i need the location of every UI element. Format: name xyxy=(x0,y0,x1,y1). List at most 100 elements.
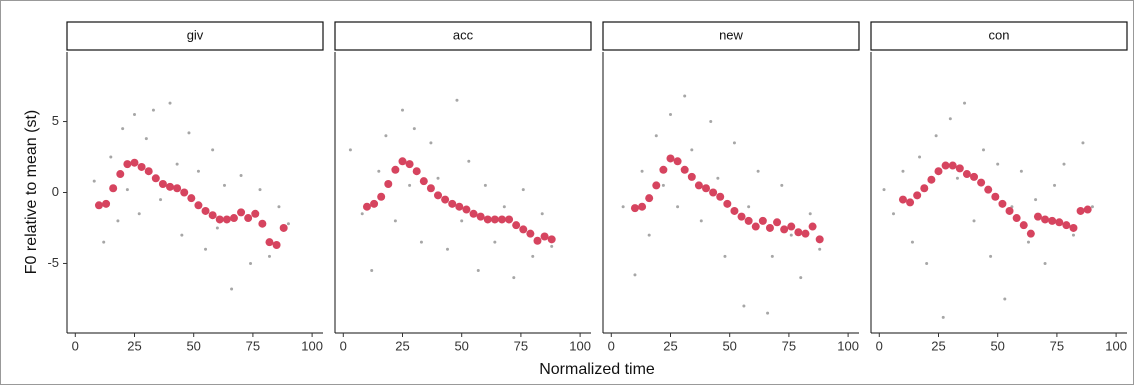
point xyxy=(799,276,803,280)
mean-point xyxy=(773,218,782,227)
x-tick-label: 75 xyxy=(514,338,528,353)
mean-point xyxy=(1069,223,1078,232)
point xyxy=(770,254,774,258)
point xyxy=(955,176,959,180)
mean-point xyxy=(645,194,654,203)
mean-point xyxy=(1083,205,1092,214)
y-axis-label: F0 relative to mean (st) xyxy=(23,110,40,275)
mean-point xyxy=(144,167,153,176)
point xyxy=(1026,240,1030,244)
x-tick-label: 25 xyxy=(127,338,141,353)
point xyxy=(400,108,404,112)
point xyxy=(789,233,793,237)
point xyxy=(445,247,449,251)
point xyxy=(159,198,163,202)
point xyxy=(948,117,952,121)
point xyxy=(910,240,914,244)
point xyxy=(408,183,412,187)
mean-point xyxy=(666,154,675,163)
point xyxy=(732,141,736,145)
x-tick-label: 25 xyxy=(663,338,677,353)
x-tick-label: 50 xyxy=(186,338,200,353)
point xyxy=(419,240,423,244)
mean-point xyxy=(222,215,231,224)
mean-point xyxy=(934,167,943,176)
point xyxy=(360,212,364,216)
mean-point xyxy=(913,191,922,200)
point xyxy=(137,212,141,216)
mean-point xyxy=(1019,221,1028,230)
mean-point xyxy=(377,192,386,201)
mean-point xyxy=(765,223,774,232)
mean-point xyxy=(758,216,767,225)
point xyxy=(180,233,184,237)
mean-point xyxy=(272,241,281,250)
x-tick-label: 50 xyxy=(454,338,468,353)
x-tick-label: 50 xyxy=(990,338,1004,353)
x-tick-label: 100 xyxy=(1105,338,1127,353)
mean-point xyxy=(370,199,379,208)
mean-point xyxy=(794,228,803,237)
mean-point xyxy=(426,184,435,193)
mean-point xyxy=(927,175,936,184)
mean-point xyxy=(1033,212,1042,221)
point xyxy=(455,98,459,102)
point xyxy=(230,287,234,291)
point xyxy=(661,183,665,187)
mean-point xyxy=(977,178,986,187)
point xyxy=(384,134,388,138)
mean-point xyxy=(998,199,1007,208)
strip-label: acc xyxy=(453,27,474,42)
x-tick-label: 75 xyxy=(782,338,796,353)
mean-point xyxy=(702,184,711,193)
mean-point xyxy=(920,184,929,193)
point xyxy=(102,240,106,244)
mean-point xyxy=(158,179,167,188)
point xyxy=(436,176,440,180)
point xyxy=(901,169,905,173)
point xyxy=(204,247,208,251)
point xyxy=(222,183,226,187)
point xyxy=(476,269,480,273)
y-tick-label: -5 xyxy=(47,255,59,270)
point xyxy=(989,254,993,258)
mean-point xyxy=(1048,216,1057,225)
point xyxy=(818,247,822,251)
mean-point xyxy=(412,167,421,176)
mean-point xyxy=(730,206,739,215)
point xyxy=(348,148,352,152)
mean-point xyxy=(490,215,499,224)
strip xyxy=(334,21,592,51)
point xyxy=(239,173,243,177)
point xyxy=(723,254,727,258)
mean-point xyxy=(258,219,267,228)
point xyxy=(92,179,96,183)
point xyxy=(393,219,397,223)
point xyxy=(742,304,746,308)
mean-point xyxy=(955,164,964,173)
point xyxy=(151,108,155,112)
point xyxy=(1019,169,1023,173)
point xyxy=(249,261,253,265)
mean-point xyxy=(709,188,718,197)
mean-point xyxy=(201,206,210,215)
mean-point xyxy=(398,157,407,166)
point xyxy=(690,148,694,152)
mean-point xyxy=(787,222,796,231)
x-tick-label: 75 xyxy=(246,338,260,353)
mean-point xyxy=(512,221,521,230)
mean-point xyxy=(229,214,238,223)
point xyxy=(460,219,464,223)
mean-point xyxy=(984,185,993,194)
point xyxy=(187,131,191,135)
point xyxy=(640,169,644,173)
point xyxy=(676,205,680,209)
point xyxy=(175,162,179,166)
mean-point xyxy=(723,199,732,208)
point xyxy=(1034,198,1038,202)
mean-point xyxy=(751,222,760,231)
mean-point xyxy=(251,209,260,218)
point xyxy=(121,127,125,131)
mean-point xyxy=(419,177,428,186)
